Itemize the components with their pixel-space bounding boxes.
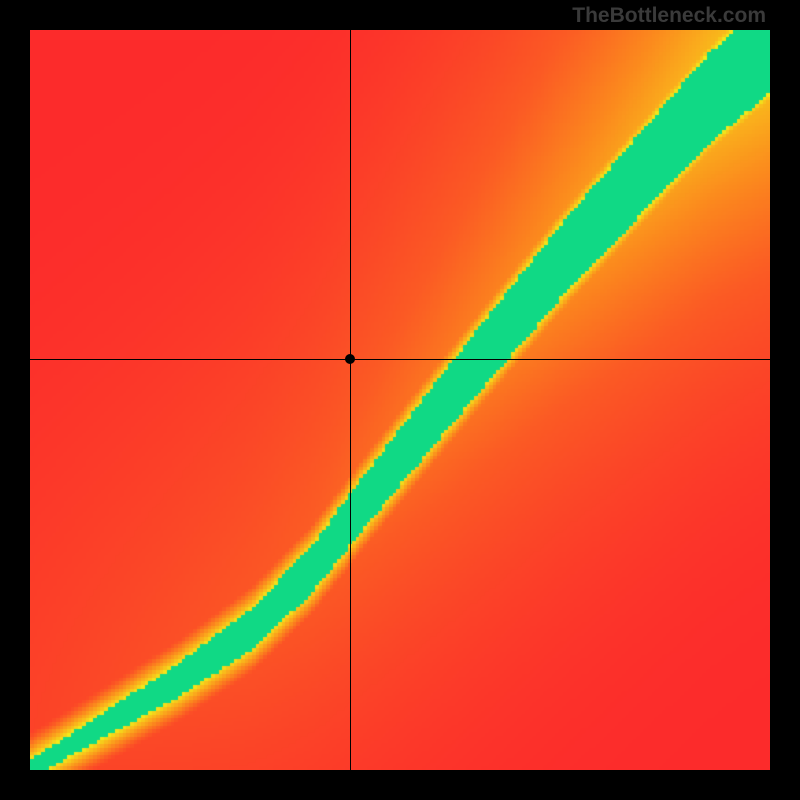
heatmap-plot: [30, 30, 770, 770]
crosshair-vertical: [350, 30, 351, 770]
heatmap-canvas: [30, 30, 770, 770]
data-point-marker: [345, 354, 355, 364]
crosshair-horizontal: [30, 359, 770, 360]
watermark-text: TheBottleneck.com: [572, 4, 766, 28]
